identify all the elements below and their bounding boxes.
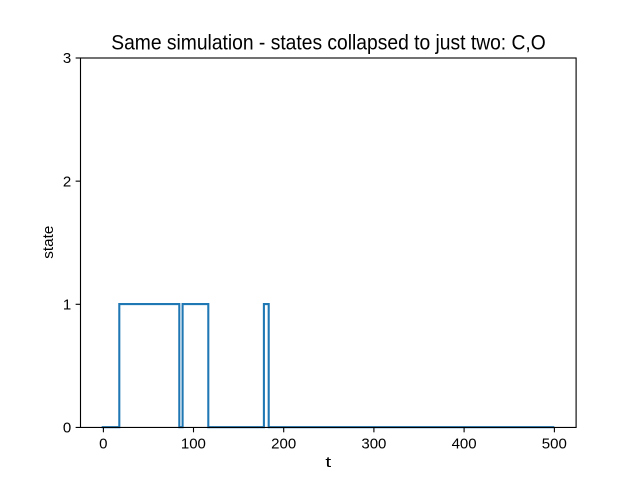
svg-text:300: 300 bbox=[361, 436, 386, 453]
svg-text:state: state bbox=[40, 226, 57, 259]
svg-text:0: 0 bbox=[99, 436, 107, 453]
svg-text:0: 0 bbox=[63, 420, 71, 437]
svg-text:Same simulation - states colla: Same simulation - states collapsed to ju… bbox=[111, 32, 546, 55]
svg-text:200: 200 bbox=[271, 436, 296, 453]
svg-text:t: t bbox=[325, 454, 332, 471]
svg-text:500: 500 bbox=[542, 436, 567, 453]
svg-text:2: 2 bbox=[63, 173, 71, 190]
svg-text:1: 1 bbox=[63, 296, 71, 313]
svg-text:100: 100 bbox=[181, 436, 206, 453]
svg-text:3: 3 bbox=[63, 50, 71, 67]
svg-text:400: 400 bbox=[452, 436, 477, 453]
